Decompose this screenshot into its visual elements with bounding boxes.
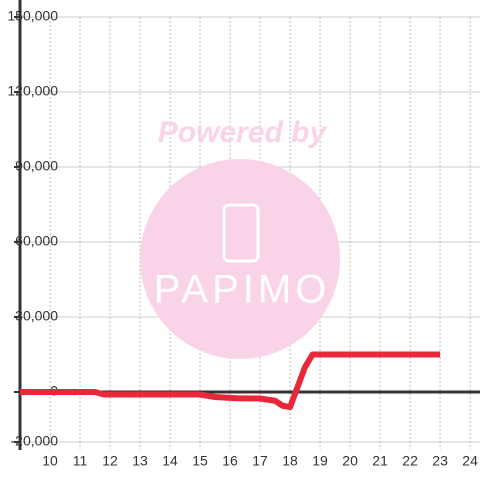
watermark-circle: [140, 159, 340, 359]
x-tick-label: 14: [162, 453, 178, 469]
watermark-logo: PAPIMO: [154, 268, 331, 312]
y-tick-label: 150,000: [7, 8, 58, 24]
x-tick-label: 11: [73, 453, 88, 469]
y-tick-label: 120,000: [7, 83, 58, 99]
x-tick-label: 19: [312, 453, 328, 469]
x-tick-label: 22: [402, 453, 418, 469]
x-tick-label: 23: [432, 453, 448, 469]
y-tick-label: 30,000: [15, 308, 58, 324]
watermark-text: Powered by: [158, 116, 328, 149]
x-tick-label: 13: [132, 453, 148, 469]
x-tick-label: 17: [252, 453, 268, 469]
data-line: [20, 351, 441, 410]
x-tick-label: 20: [342, 453, 358, 469]
x-tick-label: 21: [372, 453, 388, 469]
x-tick-label: 12: [102, 453, 118, 469]
x-tick-label: 16: [222, 453, 238, 469]
x-tick-label: 15: [192, 453, 208, 469]
y-tick-label: -20,000: [11, 433, 59, 449]
y-tick-label: 90,000: [15, 158, 58, 174]
x-tick-label: 18: [282, 453, 298, 469]
watermark-phone: [222, 203, 260, 263]
x-tick-label: 10: [42, 453, 58, 469]
y-tick-label: 60,000: [15, 233, 58, 249]
x-tick-label: 24: [462, 453, 478, 469]
